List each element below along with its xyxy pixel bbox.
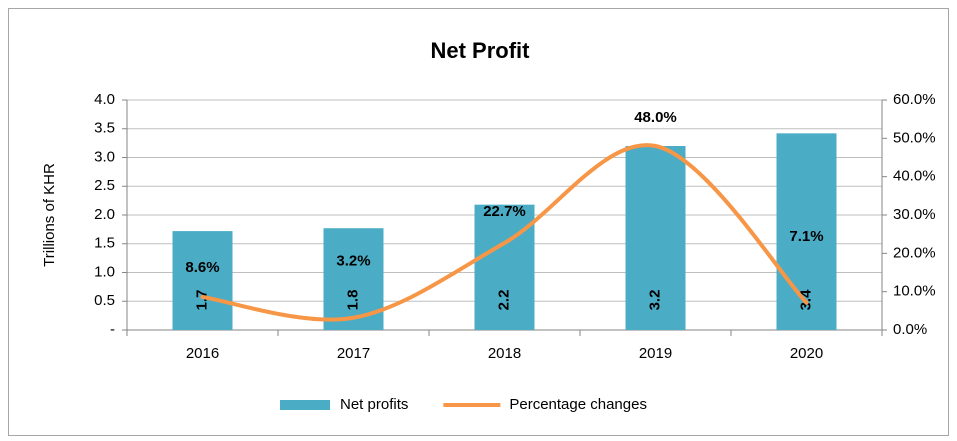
y-axis-label: Trillions of KHR bbox=[41, 163, 58, 267]
chart-title: Net Profit bbox=[431, 38, 531, 63]
bar bbox=[776, 133, 837, 330]
y-tick-label: 3.0 bbox=[94, 148, 115, 165]
bar bbox=[625, 146, 686, 330]
y2-tick-label: 0.0% bbox=[893, 321, 927, 338]
y2-tick-label: 50.0% bbox=[893, 129, 936, 146]
x-tick-label: 2017 bbox=[337, 345, 370, 362]
y-tick-label: 0.5 bbox=[94, 292, 115, 309]
x-tick-label: 2020 bbox=[790, 345, 823, 362]
y-tick-label: 4.0 bbox=[94, 91, 115, 108]
y-tick-label: 3.5 bbox=[94, 120, 115, 137]
y-tick-label: 2.0 bbox=[94, 206, 115, 223]
y-tick-label: 2.5 bbox=[94, 177, 115, 194]
bar-label: 1.7 bbox=[193, 290, 210, 311]
line-label: 22.7% bbox=[483, 203, 526, 220]
line-label: 8.6% bbox=[185, 259, 219, 276]
y2-tick-label: 10.0% bbox=[893, 283, 936, 300]
y2-tick-label: 40.0% bbox=[893, 168, 936, 185]
y-tick-label: 1.0 bbox=[94, 263, 115, 280]
bar bbox=[323, 228, 384, 330]
x-tick-label: 2019 bbox=[639, 345, 672, 362]
legend-swatch bbox=[280, 400, 330, 410]
y-tick-label: - bbox=[110, 321, 115, 338]
legend-label: Percentage changes bbox=[509, 396, 647, 413]
legend-label: Net profits bbox=[340, 396, 408, 413]
line bbox=[200, 143, 809, 322]
x-tick-label: 2016 bbox=[186, 345, 219, 362]
line-label: 48.0% bbox=[634, 109, 677, 126]
y2-tick-label: 30.0% bbox=[893, 206, 936, 223]
bar bbox=[474, 204, 535, 330]
y2-tick-label: 20.0% bbox=[893, 244, 936, 261]
y2-tick-label: 60.0% bbox=[893, 91, 936, 108]
y-tick-label: 1.5 bbox=[94, 235, 115, 252]
bar-label: 2.2 bbox=[495, 290, 512, 311]
line-label: 3.2% bbox=[336, 253, 370, 270]
bar-label: 3.2 bbox=[646, 290, 663, 311]
line-label: 7.1% bbox=[789, 228, 823, 245]
bar bbox=[172, 231, 233, 330]
bar-label: 1.8 bbox=[344, 290, 361, 311]
x-tick-label: 2018 bbox=[488, 345, 521, 362]
